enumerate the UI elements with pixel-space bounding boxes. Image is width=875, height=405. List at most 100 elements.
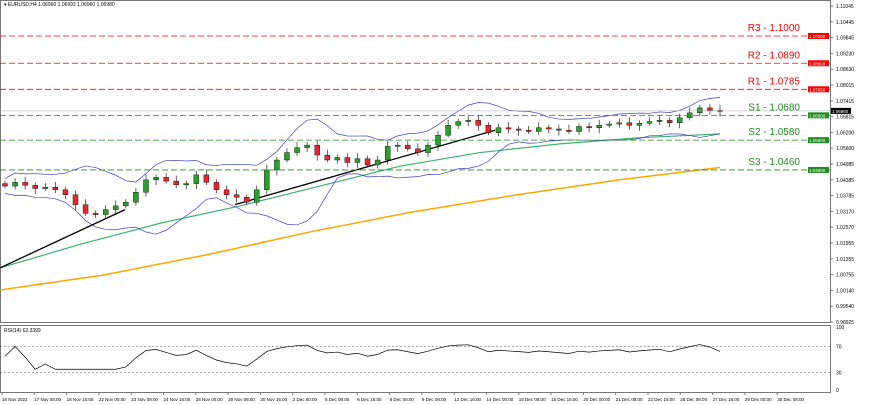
y-tick-label: 1.11045 — [836, 4, 854, 10]
x-tick-label: 29 Nov 08:00 — [228, 397, 255, 402]
x-tick-label: 26 Dec 08:00 — [680, 397, 707, 402]
trendline — [0, 209, 126, 269]
y-tick-label: 1.08630 — [836, 67, 854, 73]
candle — [62, 189, 69, 195]
level-price-tag — [808, 166, 829, 173]
level-price-tag — [808, 137, 829, 144]
y-tick-label: 1.04385 — [836, 178, 854, 184]
x-tick-label: 29 Dec 00:00 — [745, 397, 772, 402]
y-tick-label: 1.06200 — [836, 130, 854, 136]
level-price-tag-text: 1.04600 — [809, 168, 826, 173]
candle — [223, 189, 230, 195]
candle — [82, 204, 89, 214]
y-tick-label: 1.07415 — [836, 99, 854, 105]
candle — [505, 127, 512, 130]
ma-slow-line — [0, 166, 721, 291]
candle — [677, 117, 683, 123]
candle — [626, 122, 633, 126]
candle — [193, 174, 200, 184]
x-tick-label: 16 Dec 16:00 — [551, 397, 578, 402]
x-tick-label: 24 Nov 16:00 — [164, 397, 191, 402]
candle — [314, 144, 320, 156]
rsi-line — [4, 344, 721, 370]
rsi-tick-label: 70 — [836, 345, 842, 351]
candle — [455, 121, 461, 126]
ohlc: 1.06960 1.06992 1.06960 1.06980 — [38, 2, 115, 8]
candle — [183, 183, 189, 186]
level-label: S1 - 1.0680 — [748, 102, 800, 113]
candle — [42, 187, 48, 189]
level-price-tag — [808, 32, 829, 39]
level-label: R2 - 1.0890 — [748, 50, 801, 61]
y-tick-label: 1.01955 — [836, 241, 854, 247]
x-tick-label: 8 Dec 00:00 — [390, 397, 415, 402]
candle — [465, 120, 471, 122]
rsi-label: RSI(14) 62.3399 — [4, 328, 41, 334]
candle — [636, 123, 643, 126]
trendline — [234, 129, 496, 206]
y-tick-label: 1.05600 — [836, 146, 854, 152]
level-price-tag-text: 1.06800 — [809, 113, 826, 118]
level-price-tag-text: 1.08900 — [809, 61, 826, 66]
candle — [576, 126, 582, 132]
candle — [113, 205, 119, 210]
x-tick-label: 2 Dec 00:00 — [293, 397, 318, 402]
y-tick-label: 1.04985 — [836, 162, 854, 168]
x-tick-label: 20 Dec 00:00 — [583, 397, 610, 402]
candle — [213, 182, 220, 190]
level-label: R1 - 1.0785 — [748, 76, 801, 87]
candle — [32, 185, 38, 189]
candle — [495, 127, 502, 133]
y-tick-label: 1.06815 — [836, 115, 854, 121]
x-tick-label: 5 Dec 08:00 — [325, 397, 350, 402]
candle — [596, 125, 602, 128]
candle — [354, 158, 361, 163]
candle — [384, 146, 391, 161]
candle — [697, 107, 703, 114]
candle — [646, 121, 653, 124]
level-price-tag-text: 1.07850 — [809, 87, 826, 92]
current-price-text: 1.06980 — [832, 109, 849, 114]
candle — [656, 120, 663, 122]
price-pane — [0, 0, 831, 323]
candle — [556, 128, 562, 131]
y-tick-label: 1.00140 — [836, 288, 854, 294]
ma-fast-line — [0, 133, 721, 269]
x-tick-label: 9 Dec 08:00 — [422, 397, 447, 402]
candle — [395, 144, 401, 147]
candle — [2, 183, 8, 187]
rsi-tick-label: 30 — [836, 371, 842, 377]
chart-header: ▾ EURUSD,H4 1.06960 1.06992 1.06960 1.06… — [4, 2, 115, 8]
x-tick-label: 14 Dec 00:00 — [487, 397, 514, 402]
candle — [374, 159, 381, 166]
candle — [153, 177, 159, 181]
candle — [666, 120, 673, 123]
bollinger-upper — [4, 97, 721, 183]
candle — [233, 194, 240, 198]
candle — [364, 158, 371, 166]
symbol: EURUSD,H4 — [7, 2, 37, 8]
x-tick-label: 22 Nov 00:00 — [99, 397, 126, 402]
candle — [415, 148, 421, 153]
candle — [525, 130, 532, 132]
candle — [475, 120, 482, 126]
x-tick-label: 30 Dec 08:00 — [777, 397, 804, 402]
candle — [566, 130, 572, 132]
candle — [274, 159, 280, 171]
y-tick-label: 0.98925 — [836, 320, 854, 326]
candle — [324, 154, 330, 161]
candle — [72, 194, 79, 205]
candle — [546, 127, 552, 130]
level-price-tag-text: 1.10000 — [809, 34, 826, 39]
candle — [445, 125, 451, 136]
candle — [334, 157, 341, 161]
x-tick-label: 18 Nov 16:00 — [67, 397, 94, 402]
level-label: S2 - 1.0580 — [748, 127, 800, 138]
level-label: R3 - 1.1000 — [748, 23, 801, 34]
candle — [515, 128, 522, 131]
x-tick-label: 28 Nov 00:00 — [196, 397, 223, 402]
candle — [586, 126, 592, 128]
candle — [344, 157, 351, 163]
